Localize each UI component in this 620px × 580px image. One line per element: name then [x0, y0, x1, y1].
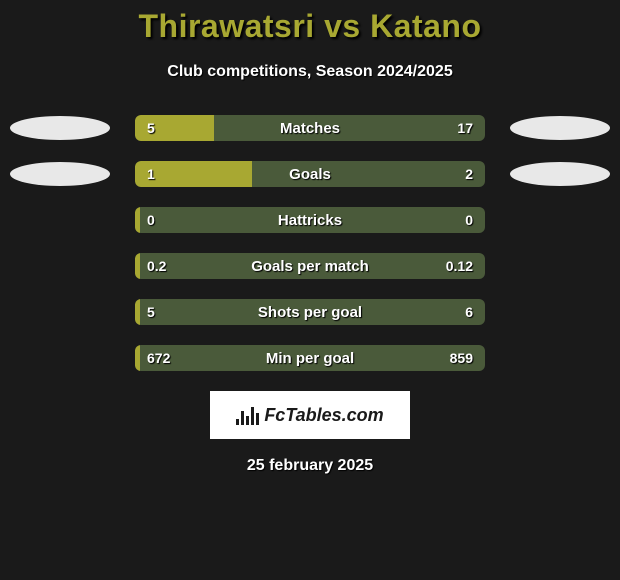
- stat-row: 672859Min per goal: [0, 345, 620, 371]
- bar-track: 672859Min per goal: [135, 345, 485, 371]
- bars-icon: [236, 405, 260, 425]
- stat-row: 00Hattricks: [0, 207, 620, 233]
- badge-right: [510, 162, 610, 186]
- bar-label: Goals: [135, 161, 485, 187]
- bar-label: Hattricks: [135, 207, 485, 233]
- logo-box: FcTables.com: [210, 391, 410, 439]
- badge-left: [10, 116, 110, 140]
- logo: FcTables.com: [236, 405, 383, 426]
- title-player2: Katano: [370, 8, 481, 44]
- stat-row: 517Matches: [0, 115, 620, 141]
- chart-area: 517Matches 12Goals 00Hattricks 0.20.12Goals…: [0, 115, 620, 371]
- title-vs: vs: [324, 8, 361, 44]
- bar-track: 517Matches: [135, 115, 485, 141]
- page-title: Thirawatsri vs Katano: [0, 8, 620, 45]
- date-label: 25 february 2025: [0, 457, 620, 475]
- logo-text: FcTables.com: [264, 405, 383, 426]
- comparison-infographic: Thirawatsri vs Katano Club competitions,…: [0, 0, 620, 475]
- bar-label: Goals per match: [135, 253, 485, 279]
- badge-right: [510, 116, 610, 140]
- bar-track: 12Goals: [135, 161, 485, 187]
- bar-label: Shots per goal: [135, 299, 485, 325]
- stat-row: 56Shots per goal: [0, 299, 620, 325]
- bar-track: 56Shots per goal: [135, 299, 485, 325]
- stat-row: 12Goals: [0, 161, 620, 187]
- bar-label: Min per goal: [135, 345, 485, 371]
- title-player1: Thirawatsri: [138, 8, 314, 44]
- bar-label: Matches: [135, 115, 485, 141]
- bar-track: 00Hattricks: [135, 207, 485, 233]
- badge-left: [10, 162, 110, 186]
- subtitle: Club competitions, Season 2024/2025: [0, 63, 620, 81]
- bar-track: 0.20.12Goals per match: [135, 253, 485, 279]
- stat-row: 0.20.12Goals per match: [0, 253, 620, 279]
